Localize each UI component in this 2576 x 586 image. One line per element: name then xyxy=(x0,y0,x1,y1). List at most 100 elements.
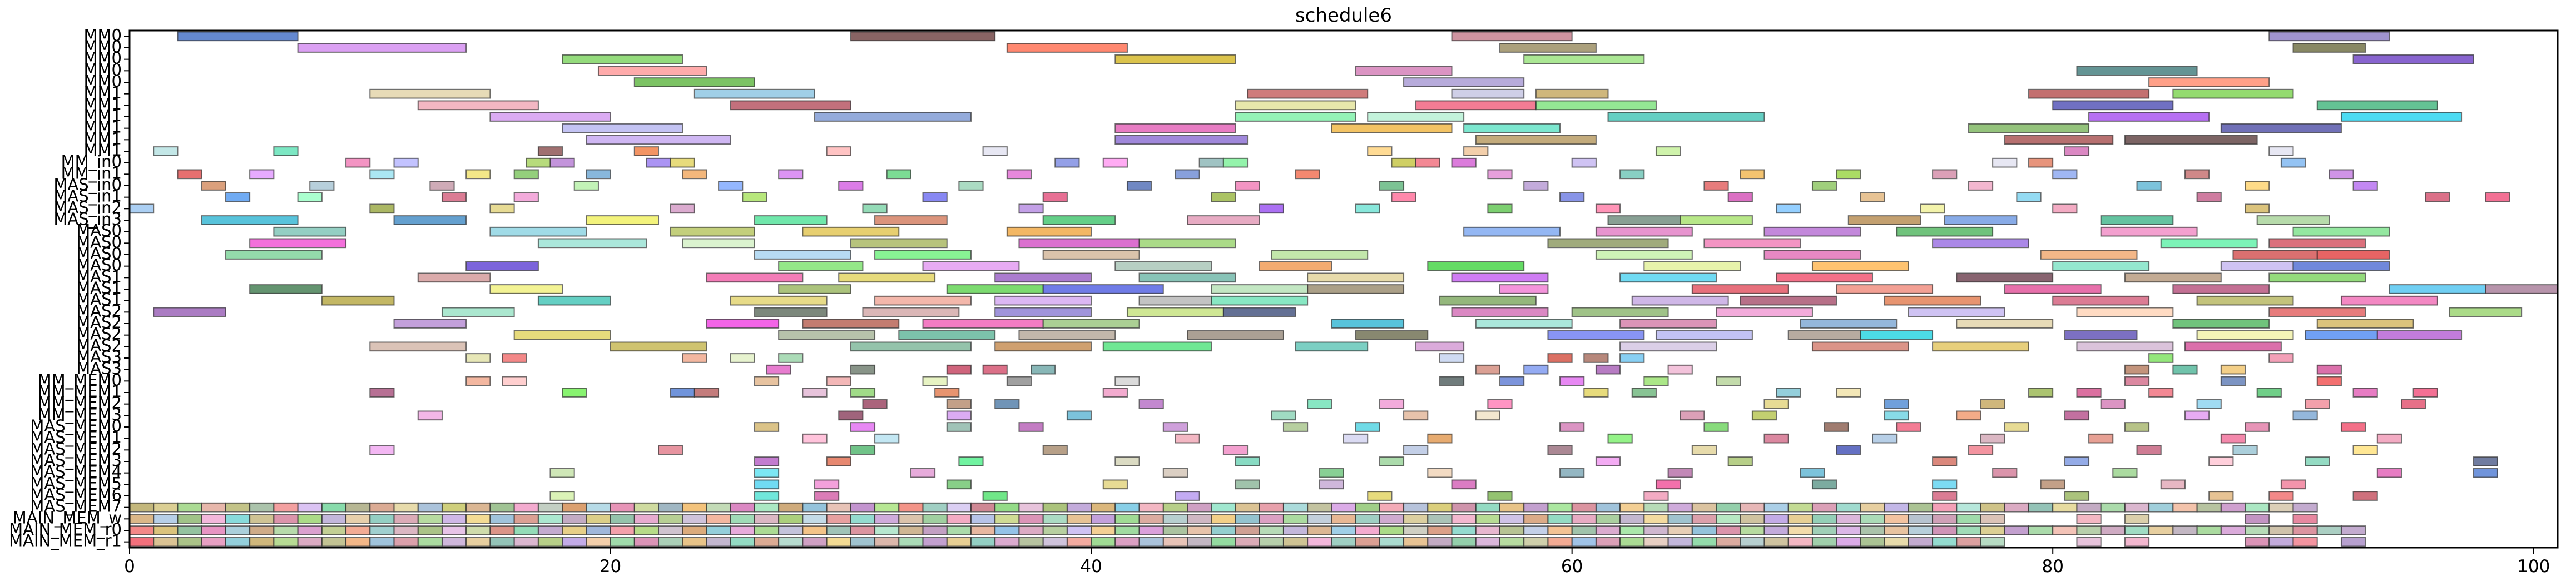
gantt-bar xyxy=(874,295,972,306)
gantt-bar xyxy=(2220,364,2246,375)
gantt-bar xyxy=(1571,537,1597,547)
gantt-bar xyxy=(1908,514,1934,524)
gantt-bar xyxy=(345,514,371,524)
gantt-bar xyxy=(2040,250,2138,260)
gantt-bar xyxy=(562,514,587,524)
gantt-bar xyxy=(682,525,707,535)
gantt-bar xyxy=(1211,284,1309,294)
gantt-bar xyxy=(958,456,984,466)
x-tick-label: 20 xyxy=(600,557,621,577)
gantt-bar xyxy=(874,525,900,535)
gantt-bar xyxy=(1836,169,1861,180)
gantt-bar xyxy=(1992,157,2018,168)
gantt-bar xyxy=(2305,456,2330,466)
gantt-bar xyxy=(1222,307,1296,317)
gantt-bar xyxy=(1162,422,1188,432)
gantt-bar xyxy=(1355,525,1380,535)
gantt-bar xyxy=(1175,433,1200,444)
gantt-bar xyxy=(417,100,539,111)
gantt-bar xyxy=(1259,525,1284,535)
gantt-bar xyxy=(850,445,876,455)
gantt-bar xyxy=(1235,537,1260,547)
gantt-bar xyxy=(1187,514,1212,524)
gantt-bar xyxy=(1595,537,1621,547)
gantt-bar xyxy=(693,88,815,99)
y-tick-label: MAIN_MEM_w xyxy=(13,508,122,527)
gantt-bar xyxy=(297,537,323,547)
gantt-bar xyxy=(321,295,395,306)
gantt-bar xyxy=(934,388,960,398)
gantt-bar xyxy=(682,169,707,180)
gantt-bar xyxy=(1655,146,1681,156)
gantt-bar xyxy=(730,537,755,547)
gantt-bar xyxy=(513,525,539,535)
gantt-bar xyxy=(249,525,275,535)
gantt-bar xyxy=(1727,192,1753,202)
gantt-bar xyxy=(1932,491,1958,501)
gantt-bar xyxy=(2028,525,2054,535)
gantt-bar xyxy=(2220,123,2342,133)
gantt-bar xyxy=(1102,157,1128,168)
gantt-bar xyxy=(177,537,202,547)
gantt-bar xyxy=(838,181,864,191)
gantt-bar xyxy=(1499,525,1525,535)
gantt-bar xyxy=(1282,525,1309,535)
gantt-bar xyxy=(2268,31,2390,42)
gantt-bar xyxy=(2449,307,2523,317)
gantt-bar xyxy=(1523,502,1549,513)
gantt-bar xyxy=(2220,433,2246,444)
gantt-bar xyxy=(393,525,419,535)
gantt-bar xyxy=(1138,502,1164,513)
x-tick-label: 80 xyxy=(2042,557,2063,577)
gantt-bar xyxy=(610,514,635,524)
gantt-bar xyxy=(1091,525,1116,535)
gantt-bar xyxy=(1355,422,1380,432)
gantt-bar xyxy=(1787,514,1813,524)
gantt-bar xyxy=(201,537,226,547)
y-tick-label: MAS2 xyxy=(76,301,122,320)
gantt-bar xyxy=(1811,502,1837,513)
gantt-bar xyxy=(1222,445,1249,455)
gantt-bar xyxy=(1607,433,1633,444)
gantt-bar xyxy=(273,514,299,524)
gantt-bar xyxy=(1643,502,1669,513)
gantt-bar xyxy=(1547,502,1573,513)
gantt-bar xyxy=(1607,112,1765,122)
gantt-bar xyxy=(489,537,515,547)
gantt-bar xyxy=(850,388,876,398)
gantt-bar xyxy=(1740,525,1765,535)
gantt-bar xyxy=(1667,468,1693,478)
gantt-bar xyxy=(225,514,251,524)
gantt-bar xyxy=(982,146,1008,156)
gantt-bar xyxy=(1282,422,1309,432)
gantt-bar xyxy=(1523,537,1549,547)
gantt-bar xyxy=(1114,537,1140,547)
gantt-bar xyxy=(814,491,840,501)
gantt-bar xyxy=(2220,502,2246,513)
gantt-bar xyxy=(1259,502,1284,513)
gantt-bar xyxy=(273,502,299,513)
gantt-bar xyxy=(2316,100,2438,111)
gantt-bar xyxy=(1211,537,1236,547)
gantt-bar xyxy=(537,537,563,547)
gantt-bar xyxy=(1235,181,1260,191)
gantt-bar xyxy=(1716,376,1741,386)
gantt-bar xyxy=(1379,502,1405,513)
gantt-bar xyxy=(922,319,1044,329)
gantt-bar xyxy=(1932,341,2029,352)
gantt-bar xyxy=(754,525,780,535)
gantt-bar xyxy=(754,250,851,260)
gantt-bar xyxy=(153,307,226,317)
gantt-bar xyxy=(994,399,1020,409)
gantt-bar xyxy=(1932,479,1958,490)
gantt-bar xyxy=(129,525,155,535)
gantt-bar xyxy=(1499,284,1549,294)
gantt-bar xyxy=(1944,215,2018,225)
gantt-bar xyxy=(970,525,996,535)
gantt-bar xyxy=(2100,215,2174,225)
gantt-bar xyxy=(177,31,299,42)
gantt-bar xyxy=(1571,525,1597,535)
gantt-bar xyxy=(345,157,371,168)
gantt-bar xyxy=(1367,491,1393,501)
gantt-bar xyxy=(2124,502,2150,513)
